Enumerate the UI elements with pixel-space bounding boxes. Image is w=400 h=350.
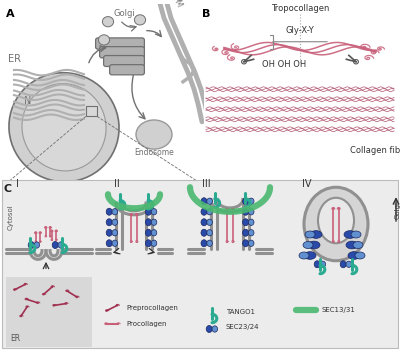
Ellipse shape bbox=[207, 230, 212, 236]
Ellipse shape bbox=[201, 219, 207, 226]
Text: SEC13/31: SEC13/31 bbox=[322, 307, 356, 313]
Ellipse shape bbox=[106, 240, 112, 247]
Text: IV: IV bbox=[302, 179, 312, 189]
Text: III: III bbox=[202, 179, 211, 189]
Ellipse shape bbox=[212, 326, 218, 332]
Ellipse shape bbox=[9, 73, 119, 182]
Ellipse shape bbox=[145, 240, 151, 247]
Ellipse shape bbox=[206, 326, 212, 332]
Ellipse shape bbox=[145, 229, 151, 236]
Ellipse shape bbox=[242, 229, 249, 236]
FancyBboxPatch shape bbox=[96, 38, 144, 49]
Circle shape bbox=[134, 15, 146, 25]
Circle shape bbox=[242, 60, 246, 64]
Ellipse shape bbox=[136, 120, 172, 149]
Text: Cytosol: Cytosol bbox=[7, 204, 13, 230]
Ellipse shape bbox=[151, 240, 157, 246]
Ellipse shape bbox=[145, 219, 151, 226]
Text: ER: ER bbox=[8, 54, 21, 64]
FancyBboxPatch shape bbox=[2, 180, 398, 348]
Ellipse shape bbox=[304, 252, 316, 259]
Text: II: II bbox=[114, 179, 120, 189]
FancyBboxPatch shape bbox=[100, 47, 144, 58]
Circle shape bbox=[98, 35, 110, 45]
Ellipse shape bbox=[353, 241, 363, 248]
Text: SEC23/24: SEC23/24 bbox=[226, 324, 260, 330]
Text: TANGO1: TANGO1 bbox=[226, 308, 255, 315]
Ellipse shape bbox=[248, 198, 254, 204]
Ellipse shape bbox=[303, 241, 313, 248]
Ellipse shape bbox=[318, 198, 354, 243]
Text: ER: ER bbox=[10, 334, 20, 343]
Ellipse shape bbox=[145, 208, 151, 215]
Ellipse shape bbox=[242, 219, 249, 226]
Ellipse shape bbox=[346, 261, 352, 267]
Ellipse shape bbox=[248, 219, 254, 225]
Ellipse shape bbox=[355, 252, 365, 259]
Ellipse shape bbox=[242, 198, 249, 205]
Circle shape bbox=[354, 60, 358, 64]
Ellipse shape bbox=[346, 241, 358, 249]
Ellipse shape bbox=[310, 231, 322, 238]
Ellipse shape bbox=[340, 261, 346, 268]
Ellipse shape bbox=[248, 240, 254, 246]
Ellipse shape bbox=[201, 198, 207, 205]
Ellipse shape bbox=[348, 252, 360, 259]
Ellipse shape bbox=[106, 208, 112, 215]
Text: OH OH OH: OH OH OH bbox=[262, 60, 306, 69]
Ellipse shape bbox=[242, 208, 249, 215]
Ellipse shape bbox=[207, 219, 212, 225]
Ellipse shape bbox=[201, 208, 207, 215]
Ellipse shape bbox=[207, 209, 212, 215]
Ellipse shape bbox=[112, 240, 118, 246]
Text: I: I bbox=[16, 179, 19, 189]
Ellipse shape bbox=[28, 241, 34, 248]
Text: Procollagen: Procollagen bbox=[126, 321, 166, 327]
FancyBboxPatch shape bbox=[104, 56, 144, 66]
Ellipse shape bbox=[112, 209, 118, 215]
Ellipse shape bbox=[305, 231, 315, 238]
Ellipse shape bbox=[151, 219, 157, 225]
Ellipse shape bbox=[106, 229, 112, 236]
Ellipse shape bbox=[201, 240, 207, 247]
Text: C: C bbox=[4, 184, 12, 194]
Ellipse shape bbox=[242, 240, 249, 247]
Ellipse shape bbox=[299, 252, 309, 259]
Ellipse shape bbox=[52, 241, 58, 248]
Ellipse shape bbox=[308, 241, 320, 249]
Text: A: A bbox=[6, 9, 15, 19]
Ellipse shape bbox=[314, 261, 320, 268]
Ellipse shape bbox=[201, 229, 207, 236]
Ellipse shape bbox=[106, 219, 112, 226]
FancyBboxPatch shape bbox=[110, 65, 144, 75]
Text: Gly-X-Y: Gly-X-Y bbox=[286, 26, 314, 35]
Ellipse shape bbox=[207, 198, 212, 204]
Ellipse shape bbox=[151, 209, 157, 215]
Ellipse shape bbox=[304, 187, 368, 261]
Ellipse shape bbox=[34, 242, 40, 248]
Ellipse shape bbox=[344, 231, 356, 238]
Text: N: N bbox=[24, 96, 31, 106]
Ellipse shape bbox=[112, 230, 118, 236]
Circle shape bbox=[102, 16, 114, 27]
FancyBboxPatch shape bbox=[6, 277, 92, 347]
Ellipse shape bbox=[58, 242, 64, 248]
Text: Preprocollagen: Preprocollagen bbox=[126, 305, 178, 311]
Ellipse shape bbox=[112, 219, 118, 225]
Text: Endosome: Endosome bbox=[134, 148, 174, 156]
Text: Golgi: Golgi bbox=[395, 201, 400, 219]
Ellipse shape bbox=[351, 231, 361, 238]
Text: Golgi: Golgi bbox=[113, 9, 135, 18]
Ellipse shape bbox=[248, 230, 254, 236]
Text: Tropocollagen: Tropocollagen bbox=[271, 4, 329, 13]
Text: B: B bbox=[202, 9, 210, 19]
Text: Collagen fibers: Collagen fibers bbox=[350, 146, 400, 155]
Text: PM: PM bbox=[170, 0, 183, 9]
Ellipse shape bbox=[22, 84, 106, 171]
Ellipse shape bbox=[320, 261, 326, 267]
Bar bbox=[86, 106, 97, 116]
Ellipse shape bbox=[151, 230, 157, 236]
Ellipse shape bbox=[248, 209, 254, 215]
Ellipse shape bbox=[207, 240, 212, 246]
